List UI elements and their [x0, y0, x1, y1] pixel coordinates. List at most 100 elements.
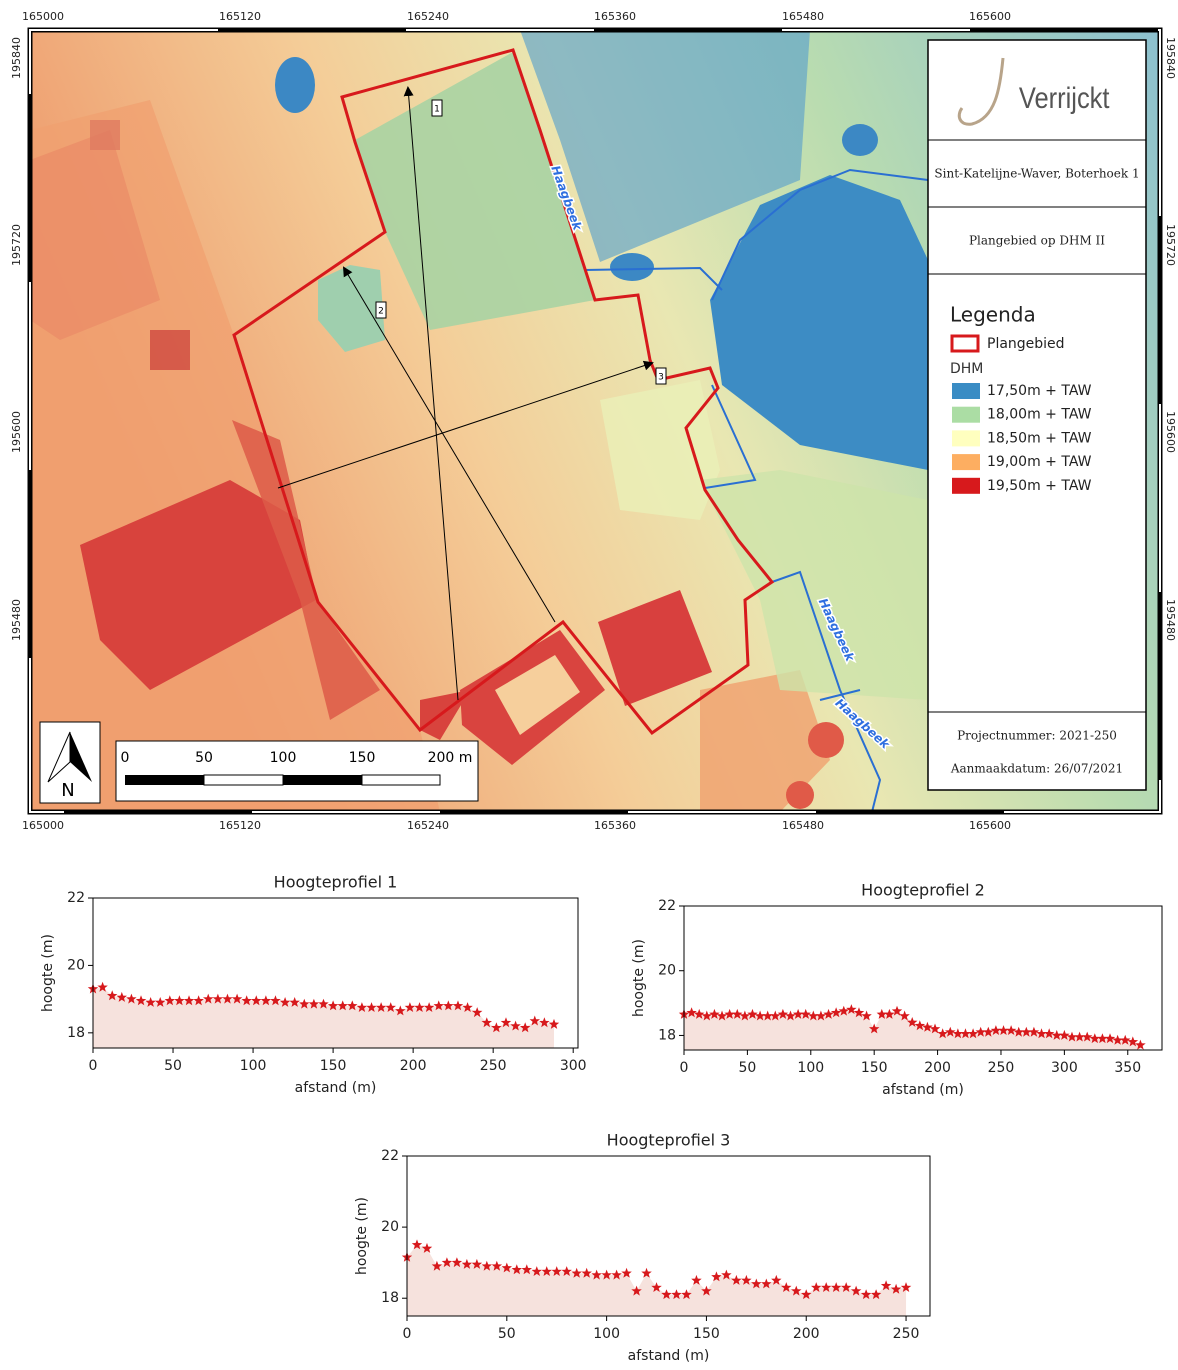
profile-point — [983, 1026, 994, 1037]
project-number: Projectnummer: 2021-250 — [957, 729, 1117, 743]
scale-segment — [125, 775, 204, 785]
profile-point — [641, 1267, 652, 1278]
scale-label: 50 — [195, 750, 213, 766]
plangebied-boundary — [232, 48, 775, 736]
y-axis-label: hoogte (m) — [354, 1197, 370, 1275]
profile-point — [781, 1282, 792, 1292]
profile-point — [890, 1283, 902, 1294]
profile-point — [850, 1285, 862, 1296]
profile-point — [116, 991, 127, 1002]
y-tick-label: 22 — [658, 898, 676, 914]
profile-label-box — [375, 301, 387, 319]
x-tick-label: 50 — [498, 1326, 516, 1342]
legend-swatch — [952, 477, 980, 494]
profile-point — [823, 1008, 834, 1019]
x-tick-label: 100 — [240, 1058, 267, 1074]
profile-point — [731, 1274, 742, 1285]
profile-area — [407, 1244, 907, 1316]
terrain — [495, 655, 580, 735]
profile-point — [724, 1008, 735, 1019]
profile-point — [884, 1008, 895, 1019]
profile-point — [203, 993, 214, 1004]
profile-point — [431, 1260, 443, 1271]
profile-point — [433, 1000, 444, 1011]
profile-point — [135, 995, 147, 1006]
profile-point — [404, 1002, 416, 1012]
profile-point — [97, 981, 108, 992]
profile-point — [694, 1008, 705, 1019]
profile-point — [531, 1266, 542, 1276]
x-coordinate: 165360 — [594, 10, 636, 23]
x-tick-label: 350 — [1114, 1060, 1141, 1076]
x-tick-label: 0 — [680, 1060, 689, 1076]
y-coordinate: 195600 — [10, 411, 23, 453]
profile-point — [686, 1007, 697, 1018]
scale-segment — [283, 775, 362, 785]
x-tick-label: 100 — [593, 1326, 620, 1342]
profile-point — [815, 1010, 827, 1021]
scale-box — [115, 740, 479, 802]
profile-point — [548, 1018, 560, 1029]
profile-point — [681, 1289, 692, 1300]
profile-point — [1120, 1034, 1131, 1045]
creation-date: Aanmaakdatum: 26/07/2021 — [950, 762, 1123, 776]
profile-point — [761, 1278, 772, 1289]
legend-subtitle: DHM — [950, 361, 983, 377]
profile-point — [838, 1005, 849, 1016]
y-coordinate: 195720 — [10, 224, 23, 266]
profile-point — [846, 1004, 857, 1014]
profile-point — [452, 1000, 464, 1011]
x-axis-label: afstand (m) — [882, 1082, 964, 1098]
profile-point — [501, 1262, 512, 1273]
profile-point — [308, 998, 320, 1009]
profile-point — [551, 1266, 562, 1276]
profile-point — [801, 1289, 812, 1300]
axes-frame — [683, 905, 1163, 1051]
profile-point — [860, 1289, 872, 1300]
x-coordinate: 165480 — [782, 819, 824, 832]
north-arrow: N — [39, 721, 101, 804]
profile-point — [581, 1267, 592, 1278]
x-axis-label: afstand (m) — [628, 1348, 710, 1364]
chart-title: Hoogteprofiel 2 — [861, 881, 985, 900]
profile-point — [500, 1017, 512, 1028]
profile-point — [1074, 1031, 1085, 1042]
x-tick-label: 150 — [693, 1326, 720, 1342]
profile-point — [830, 1282, 842, 1292]
profile-point — [164, 995, 176, 1006]
profile-point — [155, 997, 166, 1007]
profile-point — [671, 1289, 682, 1300]
profile-label-box — [655, 367, 667, 385]
x-coordinate: 165240 — [407, 819, 449, 832]
profile-area — [684, 1009, 1141, 1050]
profile-point — [937, 1028, 948, 1039]
profile-point — [126, 993, 137, 1004]
profile-point — [521, 1264, 532, 1275]
legend-label: Plangebied — [987, 336, 1065, 352]
profile-point — [375, 1002, 387, 1012]
legend-title: Legenda — [950, 303, 1036, 327]
profile-point — [1127, 1036, 1139, 1047]
x-tick-label: 50 — [738, 1060, 756, 1076]
profile-point — [299, 998, 310, 1009]
profile-point — [491, 1022, 502, 1033]
y-coordinate: 195840 — [1164, 37, 1177, 79]
profile-point — [107, 990, 118, 1001]
profile-point — [356, 1002, 368, 1012]
terrain — [808, 722, 844, 758]
profile-point — [231, 993, 243, 1004]
x-tick-label: 300 — [560, 1058, 587, 1074]
profile-point — [414, 1002, 425, 1012]
x-tick-label: 250 — [480, 1058, 507, 1074]
pond — [610, 253, 654, 281]
profile-point — [853, 1007, 865, 1018]
profile-point — [711, 1271, 722, 1282]
scale-label: 100 — [270, 750, 297, 766]
profile-point — [541, 1266, 552, 1276]
profile-point — [591, 1269, 602, 1280]
profile-point — [691, 1274, 702, 1285]
profile-point — [511, 1264, 522, 1275]
terrain — [355, 52, 595, 330]
profile-point — [880, 1280, 892, 1291]
